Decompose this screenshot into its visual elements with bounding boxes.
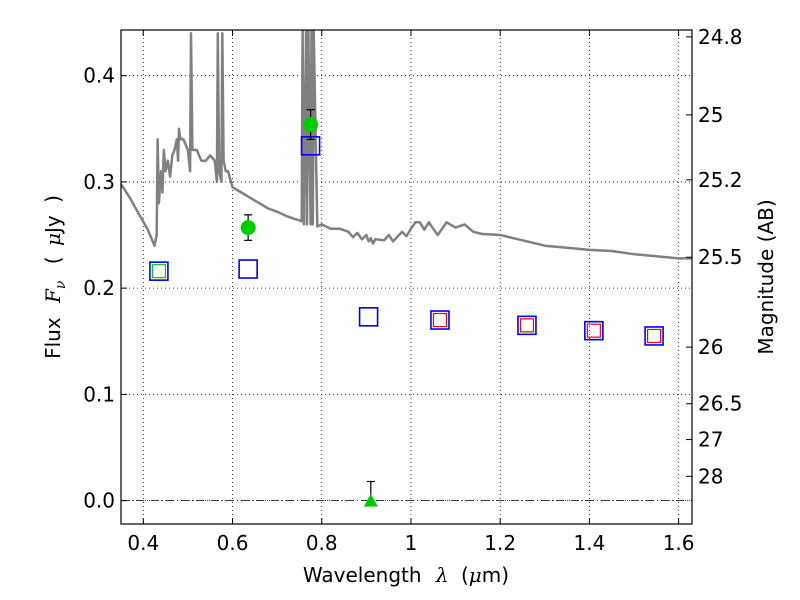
model-flux-square: [517, 315, 537, 336]
y2-axis-ticks: 24.8 25 25.2 25.5 26 26.5 27 28: [686, 25, 743, 488]
y-axis-label: Flux Fν ( μJy ): [41, 195, 70, 359]
observed-flux-square: [151, 264, 167, 279]
template-spectrum-line: [121, 30, 692, 260]
comparison-photometry-green-series: [151, 264, 167, 279]
data-series: [121, 30, 692, 507]
model-flux-square: [430, 310, 450, 330]
x-axis-label: Wavelength λ (μm): [303, 563, 509, 587]
y2-tick-label: 25: [698, 103, 723, 127]
x-tick-label: 0.6: [217, 531, 249, 555]
x-axis-ticks: 0.4 0.6 0.8 1 1.2 1.4 1.6: [127, 30, 695, 555]
x-tick-label: 1.4: [573, 531, 605, 555]
model-flux-square: [584, 320, 604, 341]
x-tick-label: 1: [405, 531, 418, 555]
model-flux-square: [149, 261, 169, 281]
y-tick-label: 0.0: [83, 489, 115, 513]
plot-background: [121, 30, 692, 524]
y2-tick-label: 25.5: [698, 245, 743, 269]
y2-tick-label: 24.8: [698, 25, 743, 49]
plot-frame: [120, 29, 693, 525]
y2-tick-label: 25.2: [698, 168, 743, 192]
y2-axis-label: Magnitude (AB): [754, 199, 778, 354]
y-tick-label: 0.1: [83, 382, 115, 406]
y-tick-label: 0.3: [83, 170, 115, 194]
model-template-series: [121, 30, 692, 260]
model-flux-square: [644, 326, 664, 346]
y-tick-label: 0.4: [83, 64, 115, 88]
upper-limit-triangle: [363, 493, 378, 507]
y2-tick-label: 26: [698, 335, 723, 359]
y-axis-ticks: 0.0 0.1 0.2 0.3 0.4: [83, 64, 127, 513]
detections-series: [240, 109, 319, 241]
observed-flux-square: [519, 318, 535, 333]
y2-tick-label: 27: [698, 428, 723, 452]
y2-tick-label: 26.5: [698, 392, 743, 416]
observed-flux-square: [586, 323, 601, 338]
observed-flux-square: [646, 328, 662, 344]
x-tick-label: 1.6: [663, 531, 695, 555]
y-tick-label: 0.2: [83, 276, 115, 300]
x-tick-label: 0.8: [306, 531, 338, 555]
upper-limit-series: [363, 480, 378, 507]
detection-point: [240, 220, 256, 236]
model-flux-square: [238, 259, 258, 279]
comparison-photometry-red-series: [432, 312, 662, 344]
y2-tick-label: 28: [698, 464, 723, 488]
detection-point: [303, 117, 319, 133]
model-flux-square: [358, 307, 379, 327]
x-tick-label: 1.2: [484, 531, 516, 555]
x-tick-label: 0.4: [127, 531, 159, 555]
observed-flux-square: [432, 312, 448, 328]
